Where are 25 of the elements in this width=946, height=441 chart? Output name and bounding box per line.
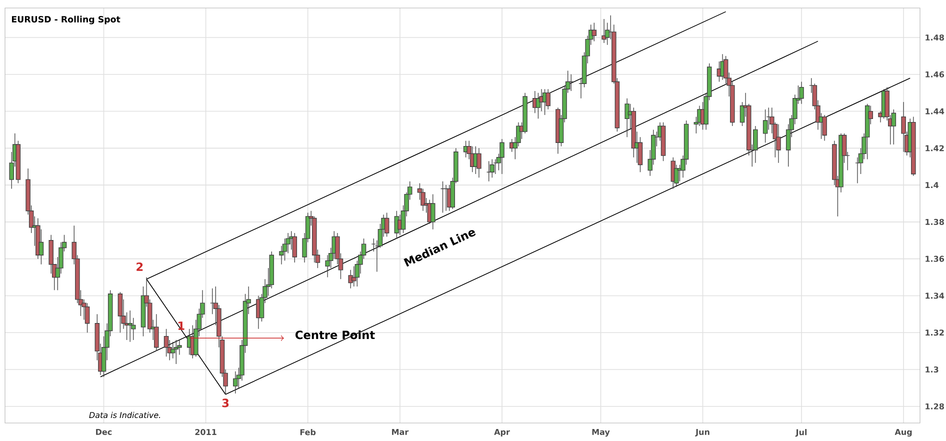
annotation: 3 [222, 398, 229, 408]
x-tick-label: Jul [795, 429, 807, 437]
y-tick-label: 1.46 [926, 71, 944, 78]
x-tick-label: Jun [695, 429, 710, 436]
annotation: 1 [178, 322, 184, 330]
y-tick-label: 1.42 [926, 145, 944, 152]
annotation: Data is Indicative. [89, 412, 160, 418]
x-tick-label: May [592, 429, 610, 437]
y-tick-label: 1.28 [926, 403, 944, 410]
y-tick-label: 1.32 [926, 330, 944, 336]
y-tick-label: 1.36 [926, 256, 944, 262]
text: EURUSD - Rolling Spot [12, 16, 120, 24]
x-tick-label: Apr [494, 429, 510, 437]
x-tick-label: Feb [300, 429, 316, 436]
y-tick-label: 1.44 [926, 108, 944, 114]
annotation: 2 [136, 262, 143, 271]
y-tick-label: 1.3 [926, 366, 938, 373]
x-tick-label: Mar [392, 429, 409, 435]
x-tick-label: Aug [894, 429, 912, 437]
y-tick-label: 1.34 [926, 292, 944, 299]
x-tick-label: Dec [96, 429, 112, 435]
y-tick-label: 1.38 [926, 218, 944, 225]
x-tick-label: 2011 [195, 429, 216, 436]
y-tick-label: 1.4 [926, 182, 939, 188]
y-tick-label: 1.48 [926, 34, 944, 41]
